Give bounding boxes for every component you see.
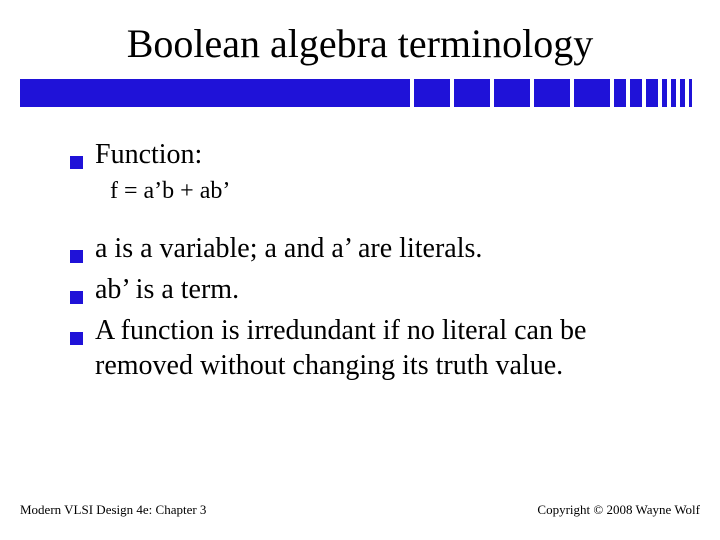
separator-segment xyxy=(614,79,626,107)
bullet-subitem: f = a’b + ab’ xyxy=(70,178,670,205)
bullet-icon xyxy=(70,291,83,304)
separator-segment xyxy=(414,79,450,107)
separator-segment xyxy=(534,79,570,107)
separator-segment xyxy=(671,79,676,107)
separator-segment xyxy=(689,79,692,107)
bullet-item: ab’ is a term. xyxy=(70,272,670,307)
separator-segment xyxy=(630,79,642,107)
slide-footer: Modern VLSI Design 4e: Chapter 3 Copyrig… xyxy=(20,502,700,518)
footer-left: Modern VLSI Design 4e: Chapter 3 xyxy=(20,502,206,518)
bullet-icon xyxy=(70,250,83,263)
separator-segment xyxy=(494,79,530,107)
bullet-subtext: f = a’b + ab’ xyxy=(110,178,230,204)
bullet-icon xyxy=(70,156,83,169)
bullet-text: Function: xyxy=(95,137,202,172)
footer-right: Copyright © 2008 Wayne Wolf xyxy=(537,502,700,518)
bullet-item: A function is irredundant if no literal … xyxy=(70,313,670,383)
separator-segment xyxy=(574,79,610,107)
bullet-item: Function: xyxy=(70,137,670,172)
bullet-text: ab’ is a term. xyxy=(95,272,239,307)
separator-bar xyxy=(20,79,700,107)
slide-title: Boolean algebra terminology xyxy=(0,0,720,75)
bullet-icon xyxy=(70,332,83,345)
bullet-text: A function is irredundant if no literal … xyxy=(95,313,670,383)
separator-segment xyxy=(662,79,667,107)
separator-segment xyxy=(454,79,490,107)
separator-segment xyxy=(680,79,685,107)
slide: Boolean algebra terminology Function: f … xyxy=(0,0,720,540)
bullet-item: a is a variable; a and a’ are literals. xyxy=(70,231,670,266)
slide-content: Function: f = a’b + ab’ a is a variable;… xyxy=(0,127,720,383)
separator-segment xyxy=(646,79,658,107)
bullet-text: a is a variable; a and a’ are literals. xyxy=(95,231,482,266)
separator-solid xyxy=(20,79,410,107)
